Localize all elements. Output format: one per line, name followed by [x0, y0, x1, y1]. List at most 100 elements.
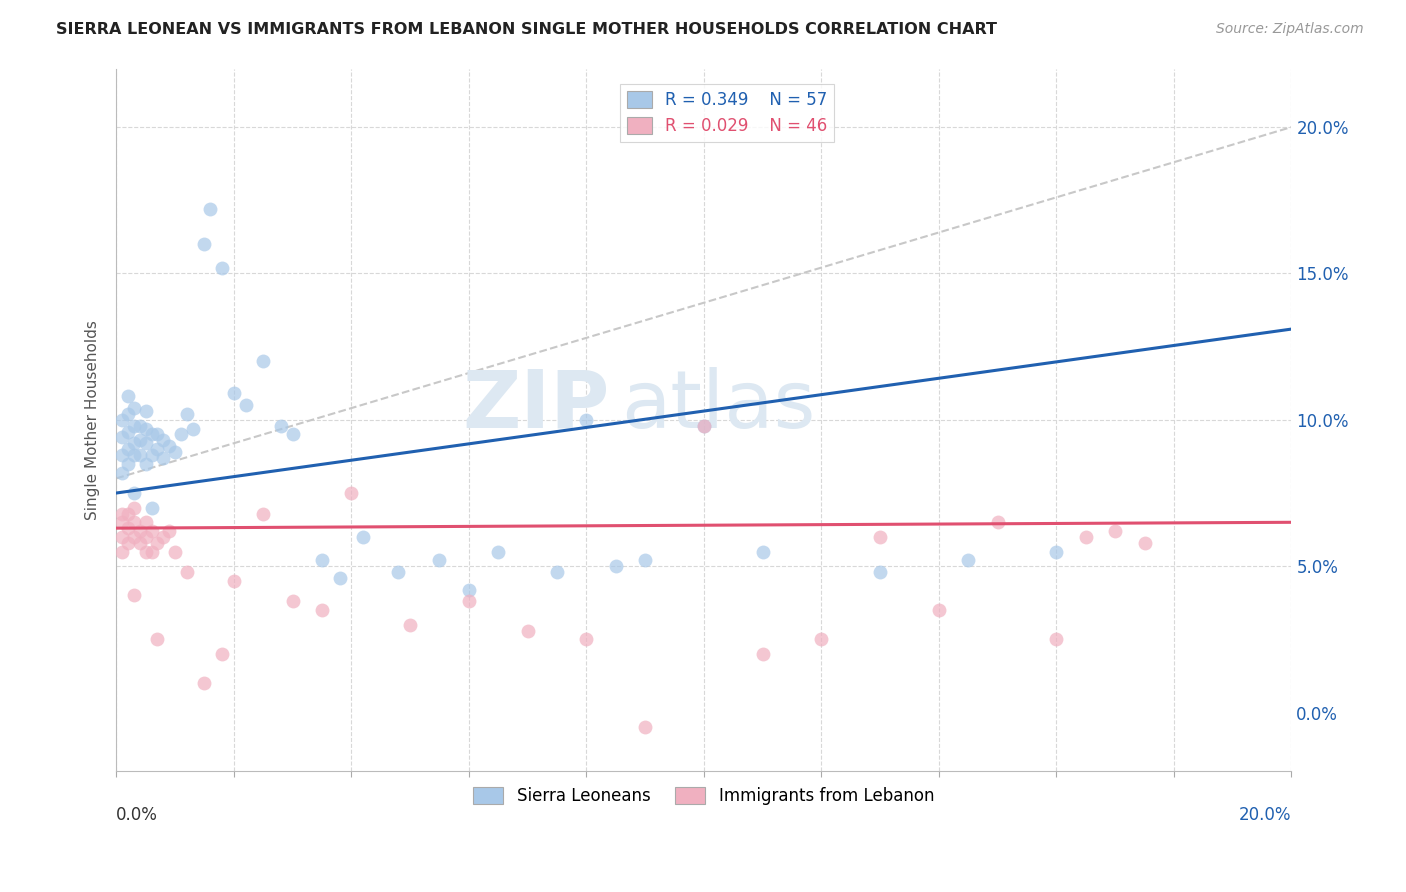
Point [252, 354, 274, 368]
Point [546, 565, 568, 579]
Point [122, 436, 145, 450]
Point [516, 624, 538, 638]
Point [135, 436, 157, 450]
Point [222, 574, 245, 588]
Point [281, 427, 304, 442]
Point [117, 425, 139, 439]
Point [111, 413, 134, 427]
Point [457, 582, 479, 597]
Point [1074, 530, 1097, 544]
Point [128, 524, 150, 538]
Point [1045, 544, 1067, 558]
Point [751, 647, 773, 661]
Point [111, 448, 134, 462]
Point [311, 553, 333, 567]
Point [869, 530, 891, 544]
Point [117, 407, 139, 421]
Point [252, 507, 274, 521]
Point [170, 427, 193, 442]
Point [152, 450, 174, 465]
Point [146, 632, 169, 647]
Point [111, 530, 134, 544]
Point [122, 418, 145, 433]
Point [135, 422, 157, 436]
Point [176, 565, 198, 579]
Point [163, 544, 186, 558]
Point [122, 516, 145, 530]
Point [141, 448, 163, 462]
Point [605, 559, 627, 574]
Point [457, 594, 479, 608]
Point [135, 516, 157, 530]
Point [399, 617, 422, 632]
Point [141, 524, 163, 538]
Point [146, 536, 169, 550]
Point [122, 500, 145, 515]
Point [111, 430, 134, 444]
Point [270, 418, 292, 433]
Point [693, 418, 716, 433]
Point [957, 553, 980, 567]
Point [135, 544, 157, 558]
Point [810, 632, 832, 647]
Point [340, 486, 363, 500]
Point [634, 553, 657, 567]
Point [122, 401, 145, 416]
Point [152, 530, 174, 544]
Point [193, 676, 215, 690]
Point [176, 407, 198, 421]
Point [128, 448, 150, 462]
Point [141, 544, 163, 558]
Point [928, 603, 950, 617]
Point [429, 553, 451, 567]
Point [122, 448, 145, 462]
Point [128, 536, 150, 550]
Point [181, 422, 204, 436]
Point [1045, 632, 1067, 647]
Point [751, 544, 773, 558]
Point [117, 442, 139, 456]
Point [634, 720, 657, 734]
Text: 0.0%: 0.0% [117, 806, 157, 824]
Point [157, 439, 180, 453]
Point [387, 565, 409, 579]
Text: ZIP: ZIP [463, 367, 610, 445]
Point [135, 530, 157, 544]
Point [146, 442, 169, 456]
Point [693, 418, 716, 433]
Point [157, 524, 180, 538]
Point [575, 413, 598, 427]
Point [352, 530, 374, 544]
Point [117, 536, 139, 550]
Point [111, 466, 134, 480]
Point [152, 434, 174, 448]
Point [111, 507, 134, 521]
Point [311, 603, 333, 617]
Point [117, 507, 139, 521]
Point [575, 632, 598, 647]
Legend: Sierra Leoneans, Immigrants from Lebanon: Sierra Leoneans, Immigrants from Lebanon [467, 780, 941, 812]
Point [141, 427, 163, 442]
Point [141, 500, 163, 515]
Point [163, 445, 186, 459]
Point [987, 516, 1010, 530]
Point [869, 565, 891, 579]
Point [128, 434, 150, 448]
Text: 20.0%: 20.0% [1239, 806, 1292, 824]
Point [146, 427, 169, 442]
Point [193, 237, 215, 252]
Point [128, 418, 150, 433]
Point [122, 589, 145, 603]
Point [486, 544, 509, 558]
Point [117, 521, 139, 535]
Point [111, 516, 134, 530]
Y-axis label: Single Mother Households: Single Mother Households [86, 320, 100, 520]
Point [1104, 524, 1126, 538]
Point [122, 530, 145, 544]
Text: atlas: atlas [621, 367, 815, 445]
Point [200, 202, 222, 216]
Point [281, 594, 304, 608]
Point [111, 544, 134, 558]
Point [211, 260, 233, 275]
Point [135, 457, 157, 471]
